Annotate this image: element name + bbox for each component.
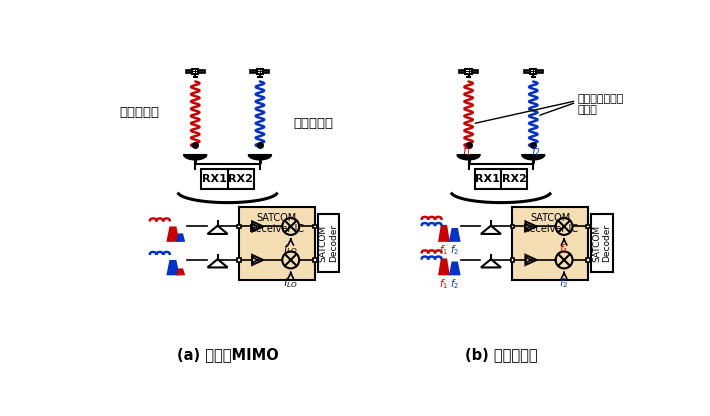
Text: RX2: RX2 (228, 174, 253, 184)
FancyBboxPatch shape (471, 70, 478, 73)
FancyBboxPatch shape (510, 258, 515, 262)
FancyBboxPatch shape (192, 69, 198, 74)
Text: $f_1$: $f_1$ (439, 243, 449, 257)
FancyBboxPatch shape (239, 207, 315, 280)
Text: SATCOM
Receiver IC: SATCOM Receiver IC (249, 213, 305, 234)
Polygon shape (449, 228, 461, 242)
Text: (a) 二偏波MIMO: (a) 二偏波MIMO (177, 347, 278, 362)
FancyBboxPatch shape (237, 258, 241, 262)
Text: $f_{LO}$: $f_{LO}$ (283, 276, 298, 290)
Text: (b) 周波数多重: (b) 周波数多重 (464, 347, 537, 362)
Text: SATCOM
Decoder: SATCOM Decoder (319, 224, 338, 262)
Text: RX2: RX2 (501, 174, 526, 184)
FancyBboxPatch shape (466, 69, 471, 74)
Text: $f_1$: $f_1$ (559, 243, 569, 256)
FancyBboxPatch shape (530, 69, 537, 74)
Text: $f_{LO}$: $f_{LO}$ (283, 243, 298, 256)
Polygon shape (438, 258, 450, 275)
FancyBboxPatch shape (524, 70, 530, 73)
Polygon shape (449, 262, 461, 275)
Text: 右旋円偏波: 右旋円偏波 (294, 117, 334, 130)
FancyBboxPatch shape (263, 70, 270, 73)
Polygon shape (166, 226, 180, 242)
FancyBboxPatch shape (317, 214, 339, 272)
FancyBboxPatch shape (475, 169, 527, 189)
FancyBboxPatch shape (586, 225, 590, 228)
Text: $f_2$: $f_2$ (559, 276, 569, 290)
Polygon shape (166, 260, 180, 275)
Text: $f_2$: $f_2$ (450, 243, 459, 257)
FancyBboxPatch shape (186, 70, 192, 73)
Polygon shape (457, 155, 480, 160)
Text: $f_2$: $f_2$ (531, 144, 542, 158)
Polygon shape (176, 233, 185, 242)
FancyBboxPatch shape (591, 214, 613, 272)
Polygon shape (184, 155, 207, 160)
Text: $f_2$: $f_2$ (450, 277, 459, 291)
FancyBboxPatch shape (312, 258, 317, 262)
Polygon shape (248, 155, 271, 160)
Text: 左旋円偏波: 左旋円偏波 (119, 106, 159, 119)
FancyBboxPatch shape (237, 225, 241, 228)
Polygon shape (438, 225, 450, 242)
Text: $f_1$: $f_1$ (462, 144, 472, 158)
Polygon shape (176, 268, 185, 275)
Text: RX1: RX1 (476, 174, 501, 184)
Text: RX1: RX1 (202, 174, 227, 184)
Text: SATCOM
Decoder: SATCOM Decoder (592, 224, 611, 262)
FancyBboxPatch shape (312, 225, 317, 228)
FancyBboxPatch shape (537, 70, 543, 73)
FancyBboxPatch shape (459, 70, 466, 73)
FancyBboxPatch shape (586, 258, 590, 262)
Text: $f_1$: $f_1$ (439, 277, 449, 291)
Text: SATCOM
Receiver IC: SATCOM Receiver IC (523, 213, 578, 234)
FancyBboxPatch shape (257, 69, 263, 74)
FancyBboxPatch shape (510, 225, 515, 228)
FancyBboxPatch shape (198, 70, 204, 73)
FancyBboxPatch shape (251, 70, 257, 73)
Text: 異なるキャリア
周波数: 異なるキャリア 周波数 (578, 94, 624, 115)
FancyBboxPatch shape (513, 207, 588, 280)
FancyBboxPatch shape (202, 169, 253, 189)
Polygon shape (522, 155, 545, 160)
